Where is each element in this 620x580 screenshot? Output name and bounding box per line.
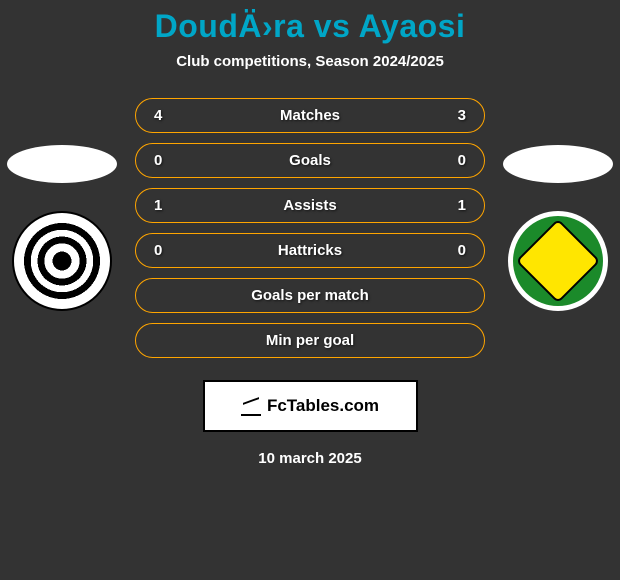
left-club-badge — [12, 211, 112, 311]
stat-bar-goals: 0 Goals 0 — [135, 143, 485, 178]
right-player-side — [503, 145, 613, 311]
stat-label: Goals per match — [251, 287, 369, 304]
stat-bar-matches: 4 Matches 3 — [135, 98, 485, 133]
stat-right-value: 0 — [458, 152, 466, 169]
stat-right-value: 0 — [458, 242, 466, 259]
logo-text: FcTables.com — [267, 396, 379, 416]
stat-right-value: 3 — [458, 107, 466, 124]
stat-label: Matches — [280, 107, 340, 124]
stat-left-value: 0 — [154, 152, 162, 169]
stat-bars-container: 4 Matches 3 0 Goals 0 1 Assists 1 0 Hatt… — [135, 98, 485, 358]
stat-right-value: 1 — [458, 197, 466, 214]
stat-left-value: 1 — [154, 197, 162, 214]
stat-bar-goals-per-match: Goals per match — [135, 278, 485, 313]
stat-left-value: 4 — [154, 107, 162, 124]
stat-label: Goals — [289, 152, 331, 169]
stat-bar-hattricks: 0 Hattricks 0 — [135, 233, 485, 268]
comparison-title: DoudÄ›ra vs Ayaosi — [155, 8, 466, 45]
stat-bar-min-per-goal: Min per goal — [135, 323, 485, 358]
right-club-badge-inner — [516, 219, 601, 304]
left-player-side — [7, 145, 117, 311]
stat-label: Min per goal — [266, 332, 354, 349]
chart-icon — [241, 396, 261, 416]
right-club-badge — [508, 211, 608, 311]
right-nationality-flag — [503, 145, 613, 183]
comparison-date: 10 march 2025 — [258, 450, 361, 467]
comparison-subtitle: Club competitions, Season 2024/2025 — [176, 53, 444, 70]
stat-left-value: 0 — [154, 242, 162, 259]
main-comparison-area: 4 Matches 3 0 Goals 0 1 Assists 1 0 Hatt… — [0, 98, 620, 358]
stat-bar-assists: 1 Assists 1 — [135, 188, 485, 223]
left-nationality-flag — [7, 145, 117, 183]
fctables-logo: FcTables.com — [203, 380, 418, 432]
stat-label: Assists — [283, 197, 336, 214]
stat-label: Hattricks — [278, 242, 342, 259]
